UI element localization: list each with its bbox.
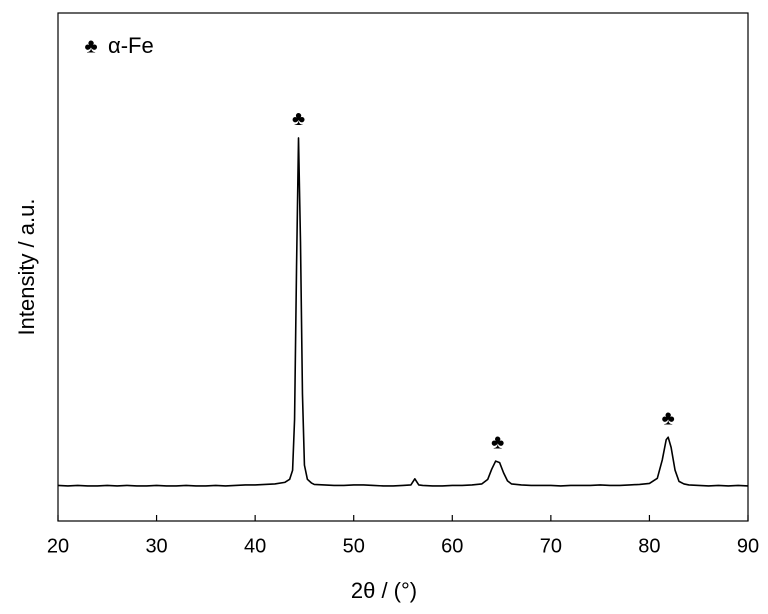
x-tick-label: 50: [343, 535, 365, 557]
x-tick-label: 40: [244, 535, 266, 557]
x-tick-label: 30: [145, 535, 167, 557]
legend-label: α-Fe: [108, 33, 154, 58]
x-tick-label: 60: [441, 535, 463, 557]
data-line: [57, 137, 749, 487]
x-axis-label: 2θ / (°): [351, 578, 417, 603]
x-tick-label: 20: [47, 535, 69, 557]
y-axis-label: Intensity / a.u.: [14, 199, 39, 336]
x-tick-label: 70: [540, 535, 562, 557]
peak-annotation: ♣: [491, 432, 504, 454]
peak-annotation: ♣: [292, 108, 305, 130]
x-tick-label: 90: [737, 535, 759, 557]
plot-frame: [57, 12, 749, 522]
x-tick-label: 80: [638, 535, 660, 557]
peak-annotation: ♣: [662, 408, 675, 430]
legend-marker: ♣: [84, 35, 97, 57]
